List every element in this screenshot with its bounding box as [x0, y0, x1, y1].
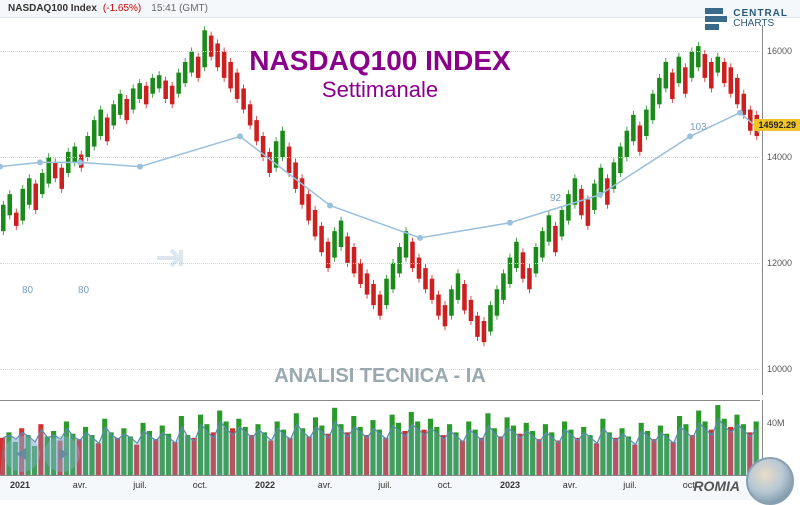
index-name: NASDAQ100 Index	[8, 3, 97, 14]
logo-icon	[705, 8, 727, 30]
x-axis: 2021avr.juil.oct.2022avr.juil.oct.2023av…	[0, 475, 760, 500]
y-axis: 10000120001400016000	[762, 25, 800, 395]
volume-chart[interactable]	[0, 400, 760, 475]
scroll-right-button[interactable]	[44, 436, 80, 472]
central-charts-logo: CENTRAL CHARTS	[705, 8, 788, 30]
current-price-tag: 14592.29	[754, 119, 800, 131]
top-bar: NASDAQ100 Index (-1.65%) 15:41 (GMT)	[0, 0, 800, 18]
timestamp: 15:41 (GMT)	[151, 3, 208, 14]
vol-tick: 40M	[767, 418, 785, 428]
scroll-left-button[interactable]	[4, 436, 40, 472]
avatar-icon[interactable]	[746, 457, 794, 505]
romia-label: ROMIA	[693, 478, 740, 494]
logo-text: CENTRAL CHARTS	[733, 9, 788, 29]
price-chart[interactable]	[0, 25, 760, 395]
pct-change: (-1.65%)	[103, 3, 141, 14]
watermark-arrow-icon	[155, 240, 191, 276]
